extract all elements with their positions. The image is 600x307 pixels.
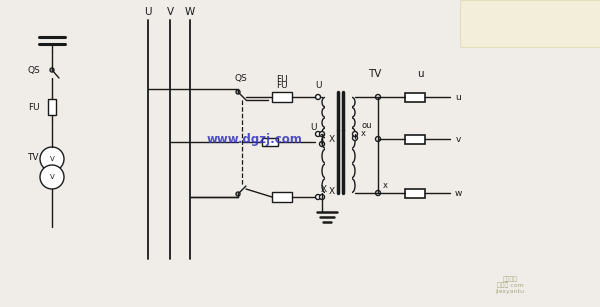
Text: QS: QS xyxy=(235,75,247,84)
Circle shape xyxy=(236,90,240,94)
Circle shape xyxy=(376,137,380,142)
Circle shape xyxy=(353,131,358,137)
Circle shape xyxy=(50,68,54,72)
Circle shape xyxy=(316,131,320,137)
Text: 电工之家
接线图 com
jlexyantu: 电工之家 接线图 com jlexyantu xyxy=(496,276,524,294)
Text: TV: TV xyxy=(28,154,39,162)
Circle shape xyxy=(236,192,240,196)
Circle shape xyxy=(40,147,64,171)
Circle shape xyxy=(316,95,320,99)
Bar xyxy=(405,134,425,143)
Text: V: V xyxy=(50,174,55,180)
Text: x: x xyxy=(383,181,388,191)
Text: u: u xyxy=(416,69,424,79)
Bar xyxy=(262,138,278,146)
Circle shape xyxy=(320,195,325,200)
Text: V: V xyxy=(50,156,55,162)
Text: FU: FU xyxy=(276,75,288,84)
Circle shape xyxy=(353,135,358,141)
Circle shape xyxy=(376,191,380,196)
Bar xyxy=(48,99,56,115)
Circle shape xyxy=(316,195,320,200)
Text: W: W xyxy=(185,7,195,17)
Bar xyxy=(272,192,292,202)
Bar xyxy=(405,92,425,102)
Circle shape xyxy=(40,165,64,189)
Text: x: x xyxy=(361,130,366,138)
Circle shape xyxy=(320,131,325,137)
Bar xyxy=(460,0,600,47)
Circle shape xyxy=(376,95,380,99)
Text: www.dgzj.com: www.dgzj.com xyxy=(207,133,303,146)
Text: ou: ou xyxy=(361,122,371,130)
Text: v: v xyxy=(455,134,461,143)
Text: U: U xyxy=(310,122,317,131)
Text: X: X xyxy=(329,186,335,196)
Bar xyxy=(405,188,425,197)
Text: X: X xyxy=(321,185,327,193)
Text: FU: FU xyxy=(28,103,40,111)
Text: U: U xyxy=(315,81,321,91)
Text: X: X xyxy=(329,134,335,143)
Text: U: U xyxy=(144,7,152,17)
Text: TV: TV xyxy=(368,69,382,79)
Text: w: w xyxy=(454,188,461,197)
Text: u: u xyxy=(455,92,461,102)
Bar xyxy=(272,92,292,102)
Circle shape xyxy=(320,142,325,146)
Text: QS: QS xyxy=(27,67,40,76)
Text: V: V xyxy=(166,7,173,17)
Text: FU: FU xyxy=(276,81,288,91)
